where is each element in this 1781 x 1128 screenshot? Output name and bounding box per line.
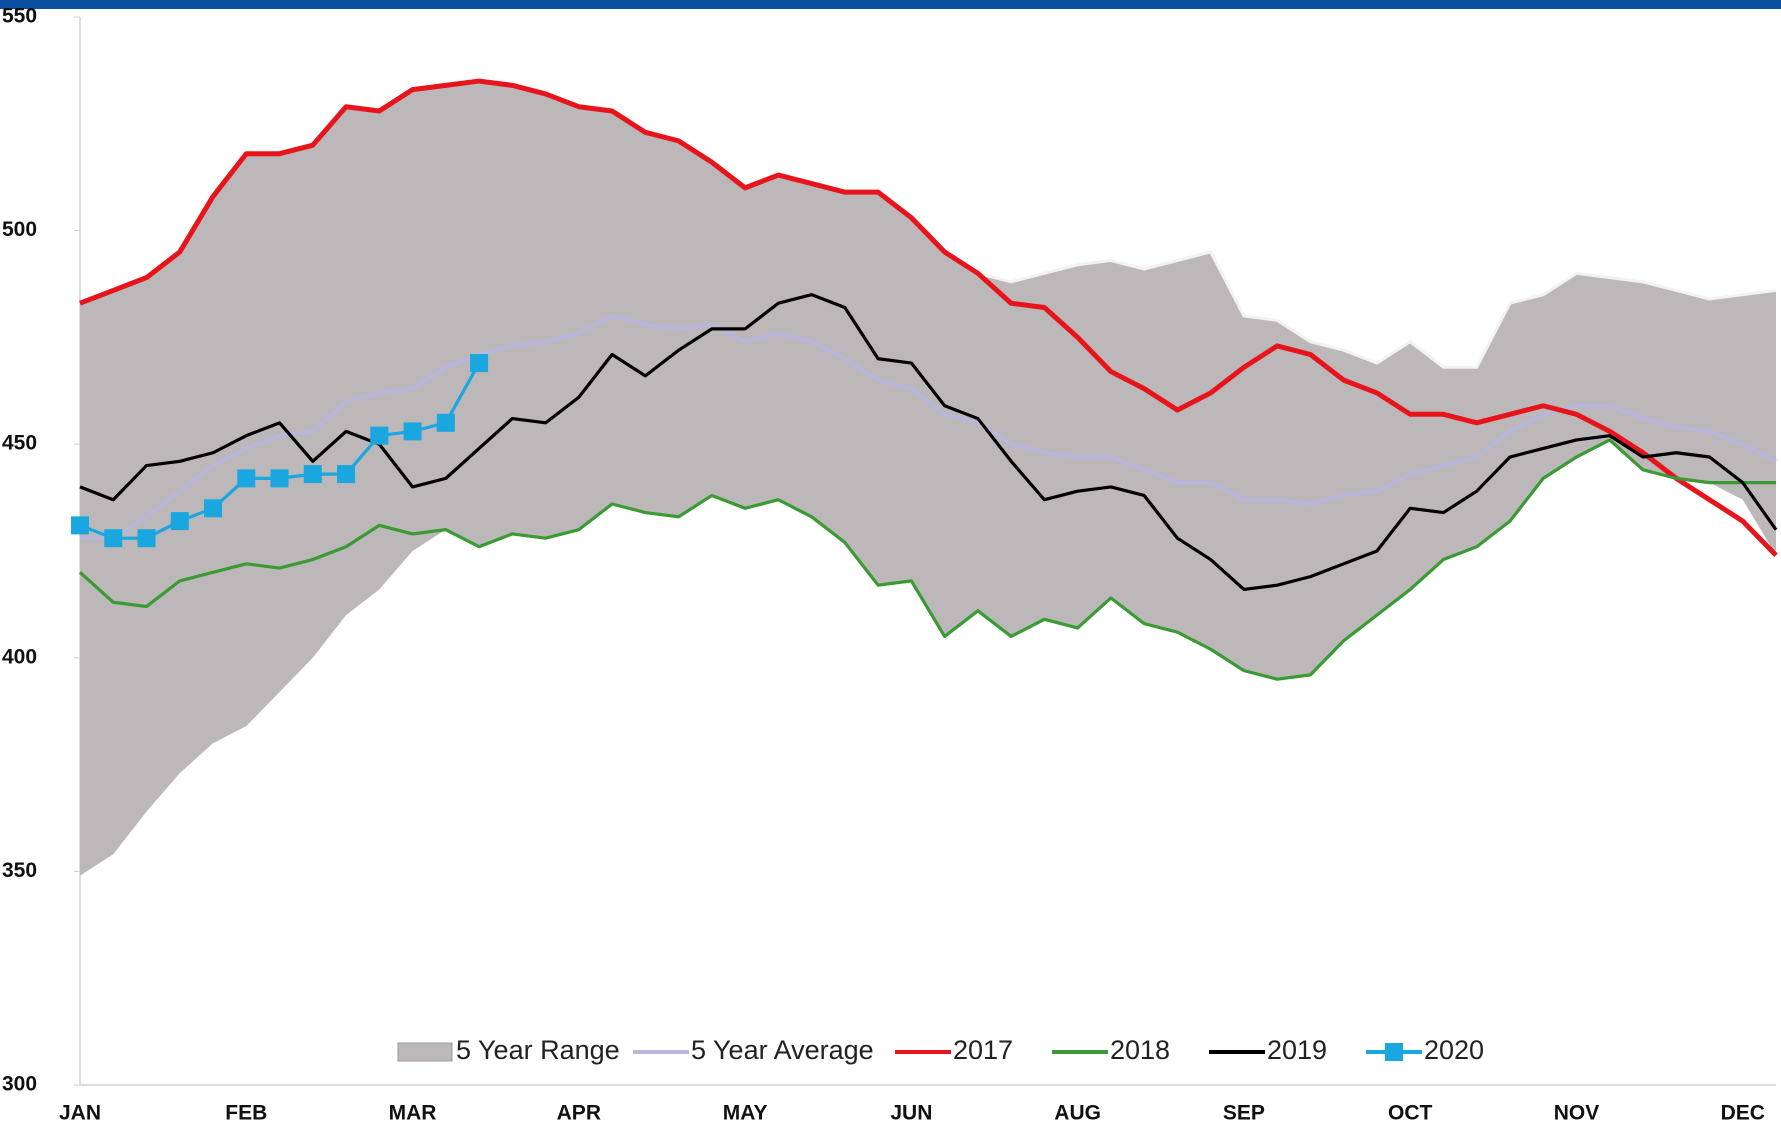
x-tick-label: DEC — [1721, 1102, 1765, 1125]
legend-label: 2017 — [953, 1035, 1013, 1065]
x-tick-label: FEB — [225, 1102, 267, 1125]
top-bar — [0, 0, 1781, 9]
x-tick-label: APR — [557, 1102, 601, 1125]
legend-label: 2018 — [1110, 1035, 1170, 1065]
x-tick-label: OCT — [1388, 1102, 1433, 1125]
legend-label: 5 Year Range — [456, 1035, 620, 1065]
series-marker — [270, 469, 289, 488]
series-marker — [303, 465, 322, 484]
x-tick-label: NOV — [1554, 1102, 1600, 1125]
x-tick-label: JAN — [59, 1102, 101, 1125]
y-tick-label: 550 — [2, 5, 37, 28]
y-tick-label: 400 — [2, 645, 37, 668]
legend-label: 2019 — [1267, 1035, 1327, 1065]
series-marker — [436, 413, 455, 432]
series-line — [78, 438, 1776, 681]
series-marker — [104, 529, 123, 548]
series-marker — [204, 499, 223, 518]
y-tick-label: 300 — [2, 1073, 37, 1096]
y-tick-label: 350 — [2, 859, 37, 882]
series-marker — [71, 516, 89, 535]
legend-swatch — [397, 1042, 453, 1062]
series-marker — [403, 422, 422, 441]
x-tick-label: MAR — [389, 1102, 437, 1125]
range-band — [80, 81, 1776, 876]
series-marker — [170, 512, 189, 531]
legend-label: 2020 — [1424, 1035, 1484, 1065]
x-tick-label: AUG — [1054, 1102, 1101, 1125]
legend-swatch — [1385, 1043, 1403, 1061]
y-tick-label: 500 — [2, 218, 37, 241]
x-tick-label: MAY — [723, 1102, 768, 1125]
series-marker — [470, 354, 489, 373]
y-tick-label: 450 — [2, 432, 37, 455]
series-line — [80, 314, 1777, 541]
series-marker — [137, 529, 156, 548]
series-line — [79, 78, 1778, 558]
series-marker — [370, 426, 389, 445]
x-tick-label: SEP — [1223, 1102, 1265, 1125]
legend-label: 5 Year Average — [691, 1035, 874, 1065]
series-marker — [337, 465, 356, 484]
series-line — [79, 293, 1778, 592]
x-tick-label: JUN — [890, 1102, 932, 1125]
series-marker — [237, 469, 256, 488]
